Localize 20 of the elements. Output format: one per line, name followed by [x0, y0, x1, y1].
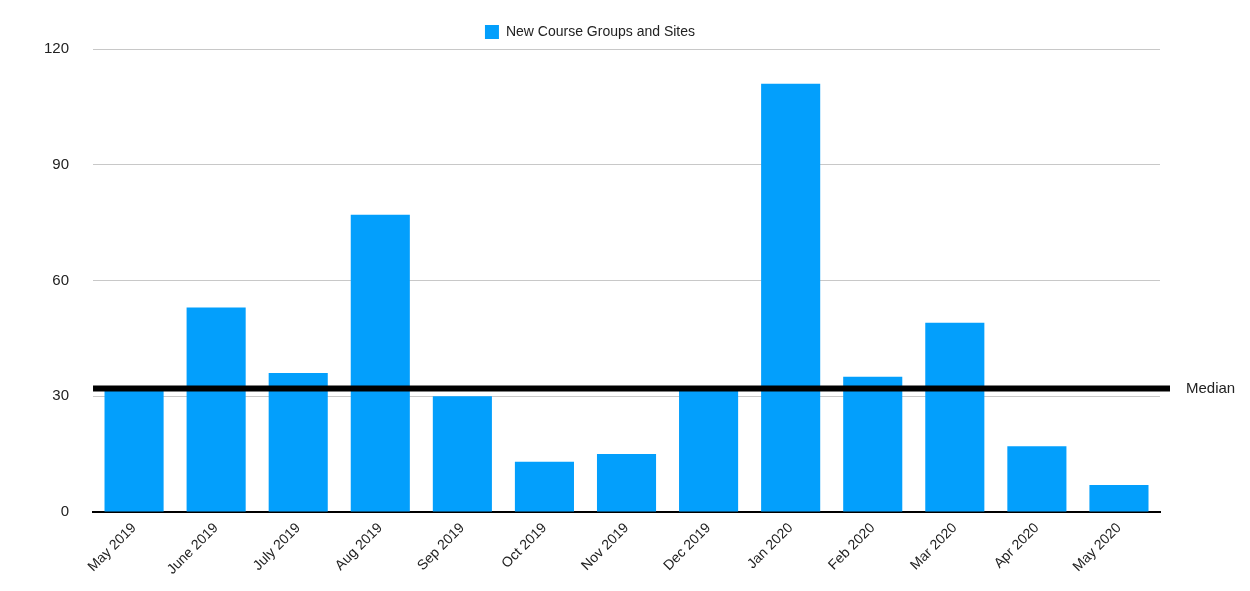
- ref-line-label: Median: [1186, 378, 1236, 396]
- y-tick-label: 0: [60, 502, 70, 520]
- bar: [596, 454, 657, 512]
- y-tick-label: 90: [52, 154, 70, 172]
- y-tick-label: 60: [52, 270, 70, 288]
- bar: [268, 373, 328, 512]
- bar: [679, 388, 739, 512]
- y-tick-label: 120: [44, 39, 70, 57]
- bar: [104, 388, 164, 512]
- bar: [432, 396, 492, 512]
- y-tick-label: 30: [52, 386, 70, 404]
- bar: [1007, 446, 1067, 512]
- bar: [925, 322, 985, 512]
- bar: [350, 214, 410, 512]
- bar: [761, 83, 821, 512]
- bar: [514, 461, 574, 512]
- legend-label: New Course Groups and Sites: [505, 22, 696, 39]
- bar: [1089, 484, 1149, 512]
- bar: [843, 376, 903, 512]
- bar: [186, 307, 246, 512]
